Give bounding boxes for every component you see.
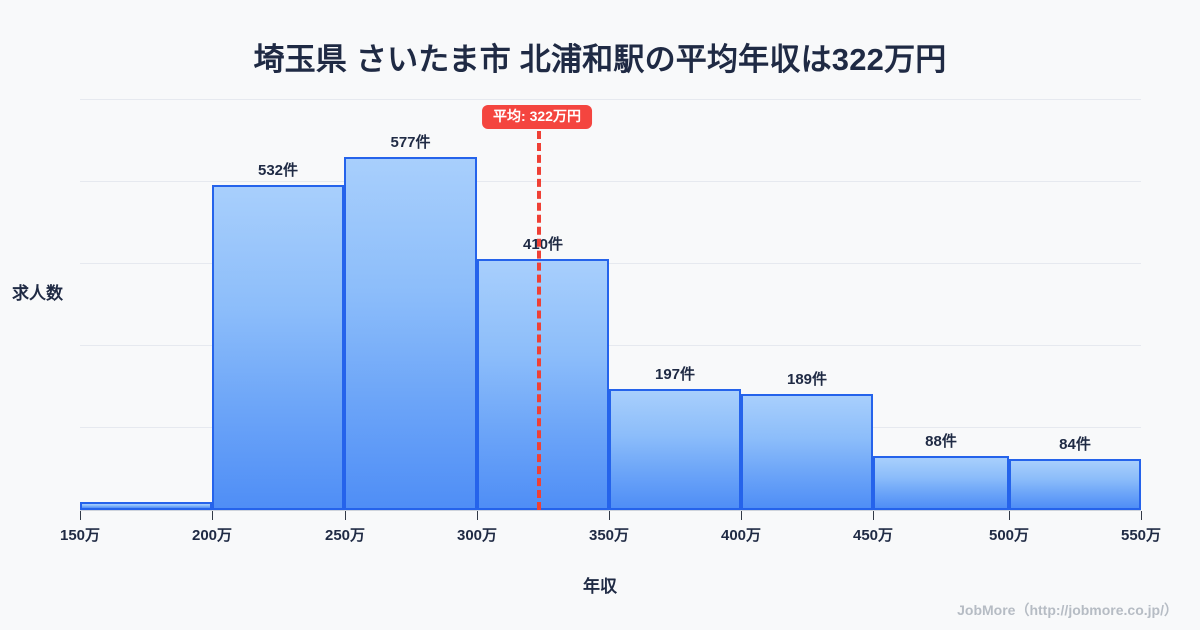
x-axis-line — [80, 510, 1141, 511]
x-tick-label: 350万 — [588, 527, 630, 544]
x-tick-label: 500万 — [988, 527, 1030, 544]
average-badge: 平均: 322万円 — [482, 105, 592, 130]
bar-value-label: 577件 — [390, 134, 431, 151]
x-tick-mark — [873, 511, 874, 520]
x-tick-label: 300万 — [456, 527, 498, 544]
bar-bin-500-550[interactable] — [1009, 459, 1141, 510]
x-tick-mark — [477, 511, 478, 520]
plot-area: 532件 577件 410件 197件 189件 88件 84件 — [80, 90, 1141, 510]
bar-bin-250-300[interactable] — [344, 157, 477, 510]
bar-bin-150-200[interactable] — [80, 502, 212, 510]
bar-value-label: 532件 — [257, 162, 299, 179]
x-tick-label: 200万 — [191, 527, 233, 544]
gridline — [80, 99, 1141, 100]
bar-value-label: 197件 — [654, 366, 696, 383]
gridline — [80, 263, 1141, 264]
x-tick-mark — [345, 511, 346, 520]
x-tick-mark — [1009, 511, 1010, 520]
footer-credit: JobMore（http://jobmore.co.jp/） — [957, 602, 1178, 618]
bar-value-label: 88件 — [925, 433, 957, 450]
chart-title: 埼玉県 さいたま市 北浦和駅の平均年収は322万円 — [253, 42, 947, 77]
bar-bin-450-500[interactable] — [873, 456, 1009, 510]
x-tick-label: 250万 — [324, 527, 366, 544]
gridline — [80, 181, 1141, 182]
bar-bin-350-400[interactable] — [609, 389, 741, 510]
x-tick-mark — [80, 511, 81, 520]
bar-value-label: 84件 — [1059, 436, 1091, 453]
x-tick-mark — [212, 511, 213, 520]
bar-value-label: 410件 — [522, 236, 564, 253]
average-line — [537, 131, 541, 510]
x-tick-mark — [609, 511, 610, 520]
x-tick-label: 400万 — [720, 527, 762, 544]
x-tick-mark — [1141, 511, 1142, 520]
bar-value-label: 189件 — [786, 371, 828, 388]
bar-bin-300-350[interactable] — [477, 259, 609, 510]
x-tick-label: 550万 — [1120, 527, 1162, 544]
gridline — [80, 345, 1141, 346]
x-tick-mark — [741, 511, 742, 520]
x-tick-label: 450万 — [852, 527, 894, 544]
y-axis-title: 求人数 — [12, 284, 63, 303]
bar-bin-200-250[interactable] — [212, 185, 344, 510]
bar-bin-400-450[interactable] — [741, 394, 873, 510]
x-tick-label: 150万 — [59, 527, 101, 544]
x-axis-title: 年収 — [583, 577, 617, 596]
